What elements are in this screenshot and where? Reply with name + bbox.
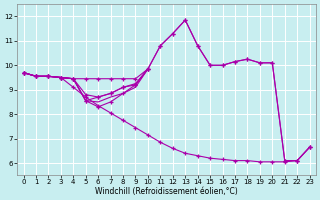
X-axis label: Windchill (Refroidissement éolien,°C): Windchill (Refroidissement éolien,°C) [95, 187, 238, 196]
